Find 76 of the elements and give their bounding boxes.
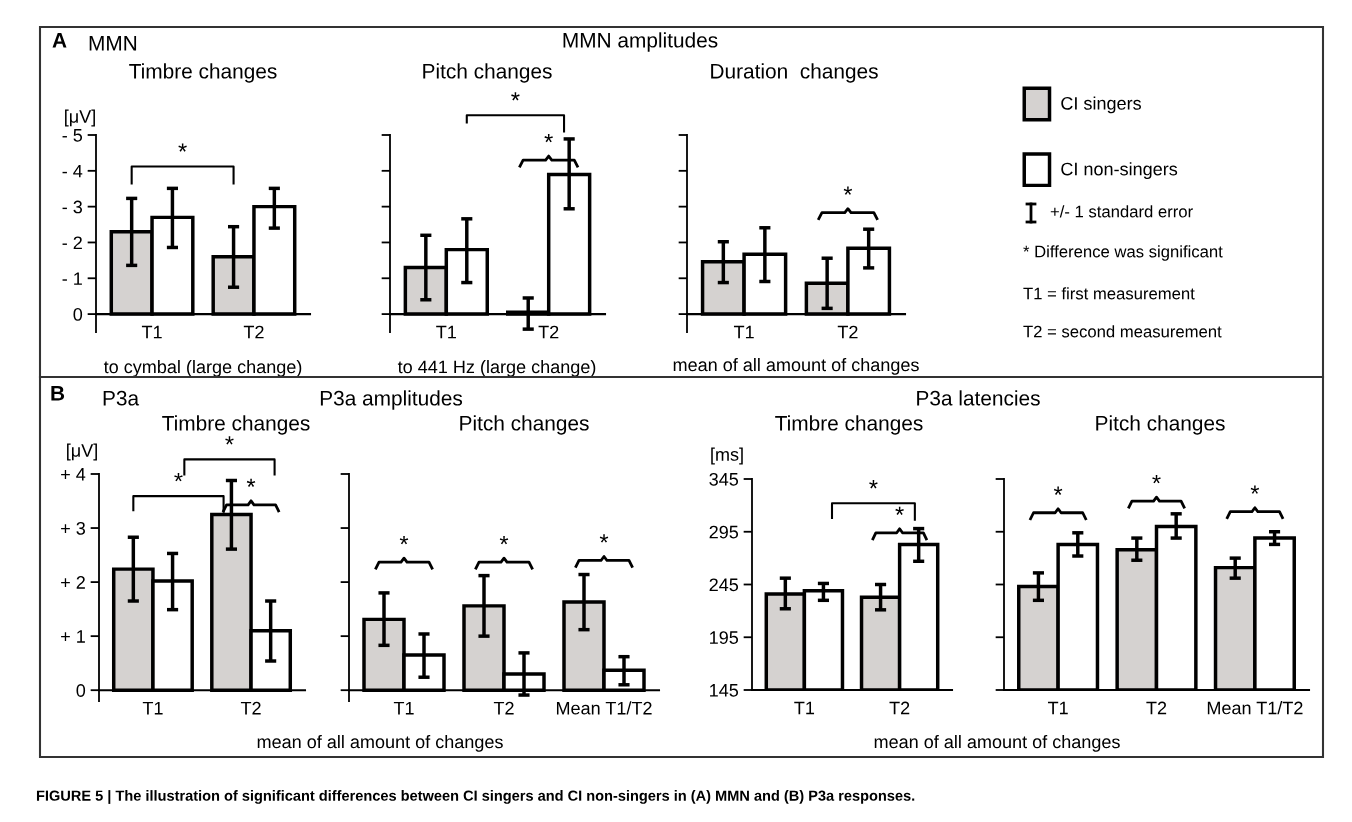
- y-tick-label: 195: [710, 631, 739, 644]
- annotation: *: [1152, 475, 1161, 484]
- x-tick-label: T2: [1146, 701, 1167, 715]
- annotation: *: [499, 535, 509, 545]
- chart-title: Timbre changes: [775, 415, 923, 435]
- y-axis-title: [μV]: [65, 109, 95, 127]
- y-tick-label: - 2: [62, 236, 82, 249]
- x-tick-label: T1: [1047, 701, 1068, 715]
- y-tick-label: + 2: [61, 576, 85, 589]
- y-tick-label: - 5: [62, 129, 83, 142]
- x-tick-label: Mean T1/T2: [1207, 701, 1303, 715]
- chart-title: Pitch changes: [1096, 415, 1225, 435]
- y-tick-label: - 1: [62, 272, 82, 285]
- text: *: [511, 92, 520, 101]
- y-tick-label: + 3: [61, 521, 86, 535]
- x-tick-label: Mean T1/T2: [556, 701, 652, 715]
- x-tick-label: T1: [142, 701, 163, 715]
- x-axis-title: mean of all amount of changes: [673, 358, 919, 375]
- chart-title: Pitch changes: [460, 415, 589, 435]
- text: P3a latencies: [917, 390, 1040, 406]
- y-tick-label: 345: [709, 472, 739, 486]
- annotation: *: [174, 473, 183, 482]
- x-tick-label: T1: [436, 325, 456, 339]
- annotation: *: [246, 478, 256, 487]
- text: T1 = first measurement: [1023, 287, 1195, 300]
- x-tick-label: T1: [393, 701, 414, 715]
- text: T2 = second measurement: [1023, 325, 1222, 338]
- annotation: *: [599, 534, 609, 543]
- annotation: *: [1053, 486, 1063, 495]
- legend-label: CI singers: [1061, 96, 1141, 114]
- caption: FIGURE 5 | The illustration of significant differences between CI singers and CI non-singers in (A) MMN and (B) P3a responses.: [36, 790, 915, 804]
- x-tick-label: T2: [837, 325, 858, 339]
- chart-title: Timbre changes: [162, 415, 310, 435]
- x-tick-label: T2: [538, 325, 559, 339]
- y-tick-label: 0: [76, 684, 86, 697]
- annotation: *: [843, 186, 853, 195]
- y-tick-label: - 3: [62, 200, 83, 214]
- annotation: *: [399, 535, 409, 545]
- text: P3a: [103, 390, 140, 406]
- y-tick-label: 245: [709, 578, 739, 592]
- annotation: *: [895, 506, 904, 515]
- y-axis-title: [ms]: [711, 447, 743, 465]
- text: P3a amplitudes: [320, 390, 463, 410]
- annotation: *: [869, 480, 878, 489]
- x-axis-title: mean of all amount of changes: [874, 735, 1120, 752]
- x-axis-title: to 441 Hz (large change): [397, 360, 596, 377]
- chart-title: Duration changes: [711, 63, 878, 83]
- legend-label: CI non-singers: [1061, 162, 1178, 180]
- text: A: [52, 33, 67, 48]
- x-axis-title: to cymbal (large change): [103, 360, 302, 377]
- text: MMN amplitudes: [563, 32, 718, 52]
- x-axis-title: mean of all amount of changes: [257, 735, 503, 752]
- y-tick-label: + 1: [61, 630, 85, 643]
- y-axis-title: [μV]: [67, 443, 97, 461]
- x-tick-label: T2: [240, 701, 261, 715]
- y-tick-label: - 4: [62, 164, 83, 178]
- annotation: *: [1250, 485, 1260, 494]
- chart-title: Timbre changes: [129, 63, 277, 83]
- chart-title: Pitch changes: [423, 63, 552, 83]
- text: B: [51, 386, 65, 401]
- y-tick-label: 0: [73, 308, 83, 321]
- y-tick-label: + 4: [61, 468, 86, 481]
- annotation: *: [178, 143, 187, 152]
- text: *: [225, 436, 234, 445]
- x-tick-label: T2: [493, 701, 514, 715]
- text: MMN: [89, 36, 137, 51]
- x-tick-label: T1: [141, 325, 162, 339]
- x-tick-label: T1: [733, 325, 754, 339]
- annotation: *: [544, 133, 553, 143]
- text: +/- 1 standard error: [1050, 205, 1193, 218]
- y-tick-label: 295: [709, 525, 739, 539]
- x-tick-label: T2: [243, 325, 264, 339]
- text: * Difference was significant: [1023, 245, 1223, 261]
- y-tick-label: 145: [710, 684, 739, 697]
- x-tick-label: T2: [889, 701, 910, 715]
- x-tick-label: T1: [794, 701, 815, 715]
